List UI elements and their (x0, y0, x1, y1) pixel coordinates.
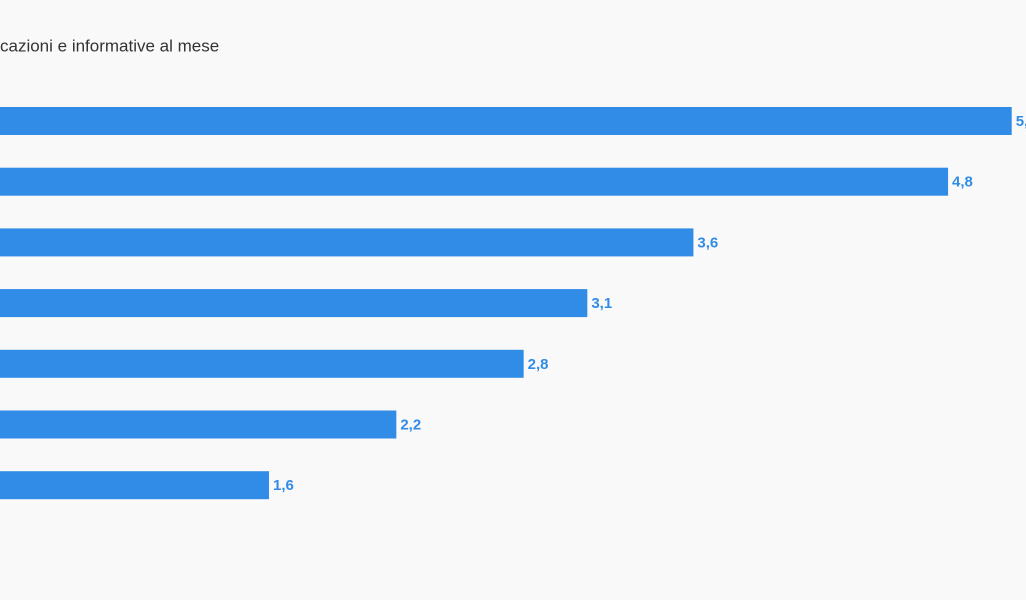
value-label: 1,6 (273, 477, 294, 494)
bar (0, 107, 1012, 135)
value-label: 5,1 (1016, 113, 1026, 130)
bar (0, 349, 524, 378)
bar (0, 167, 949, 196)
bar (0, 289, 588, 318)
value-label: 4,8 (952, 174, 973, 191)
chart-subtitle: cazioni e informative al mese (0, 36, 219, 55)
bar (0, 228, 694, 257)
bar (0, 410, 397, 439)
bar (0, 471, 270, 500)
value-label: 3,1 (591, 295, 612, 312)
value-label: 3,6 (697, 234, 718, 251)
value-label: 2,2 (400, 416, 421, 433)
value-label: 2,8 (528, 356, 549, 373)
